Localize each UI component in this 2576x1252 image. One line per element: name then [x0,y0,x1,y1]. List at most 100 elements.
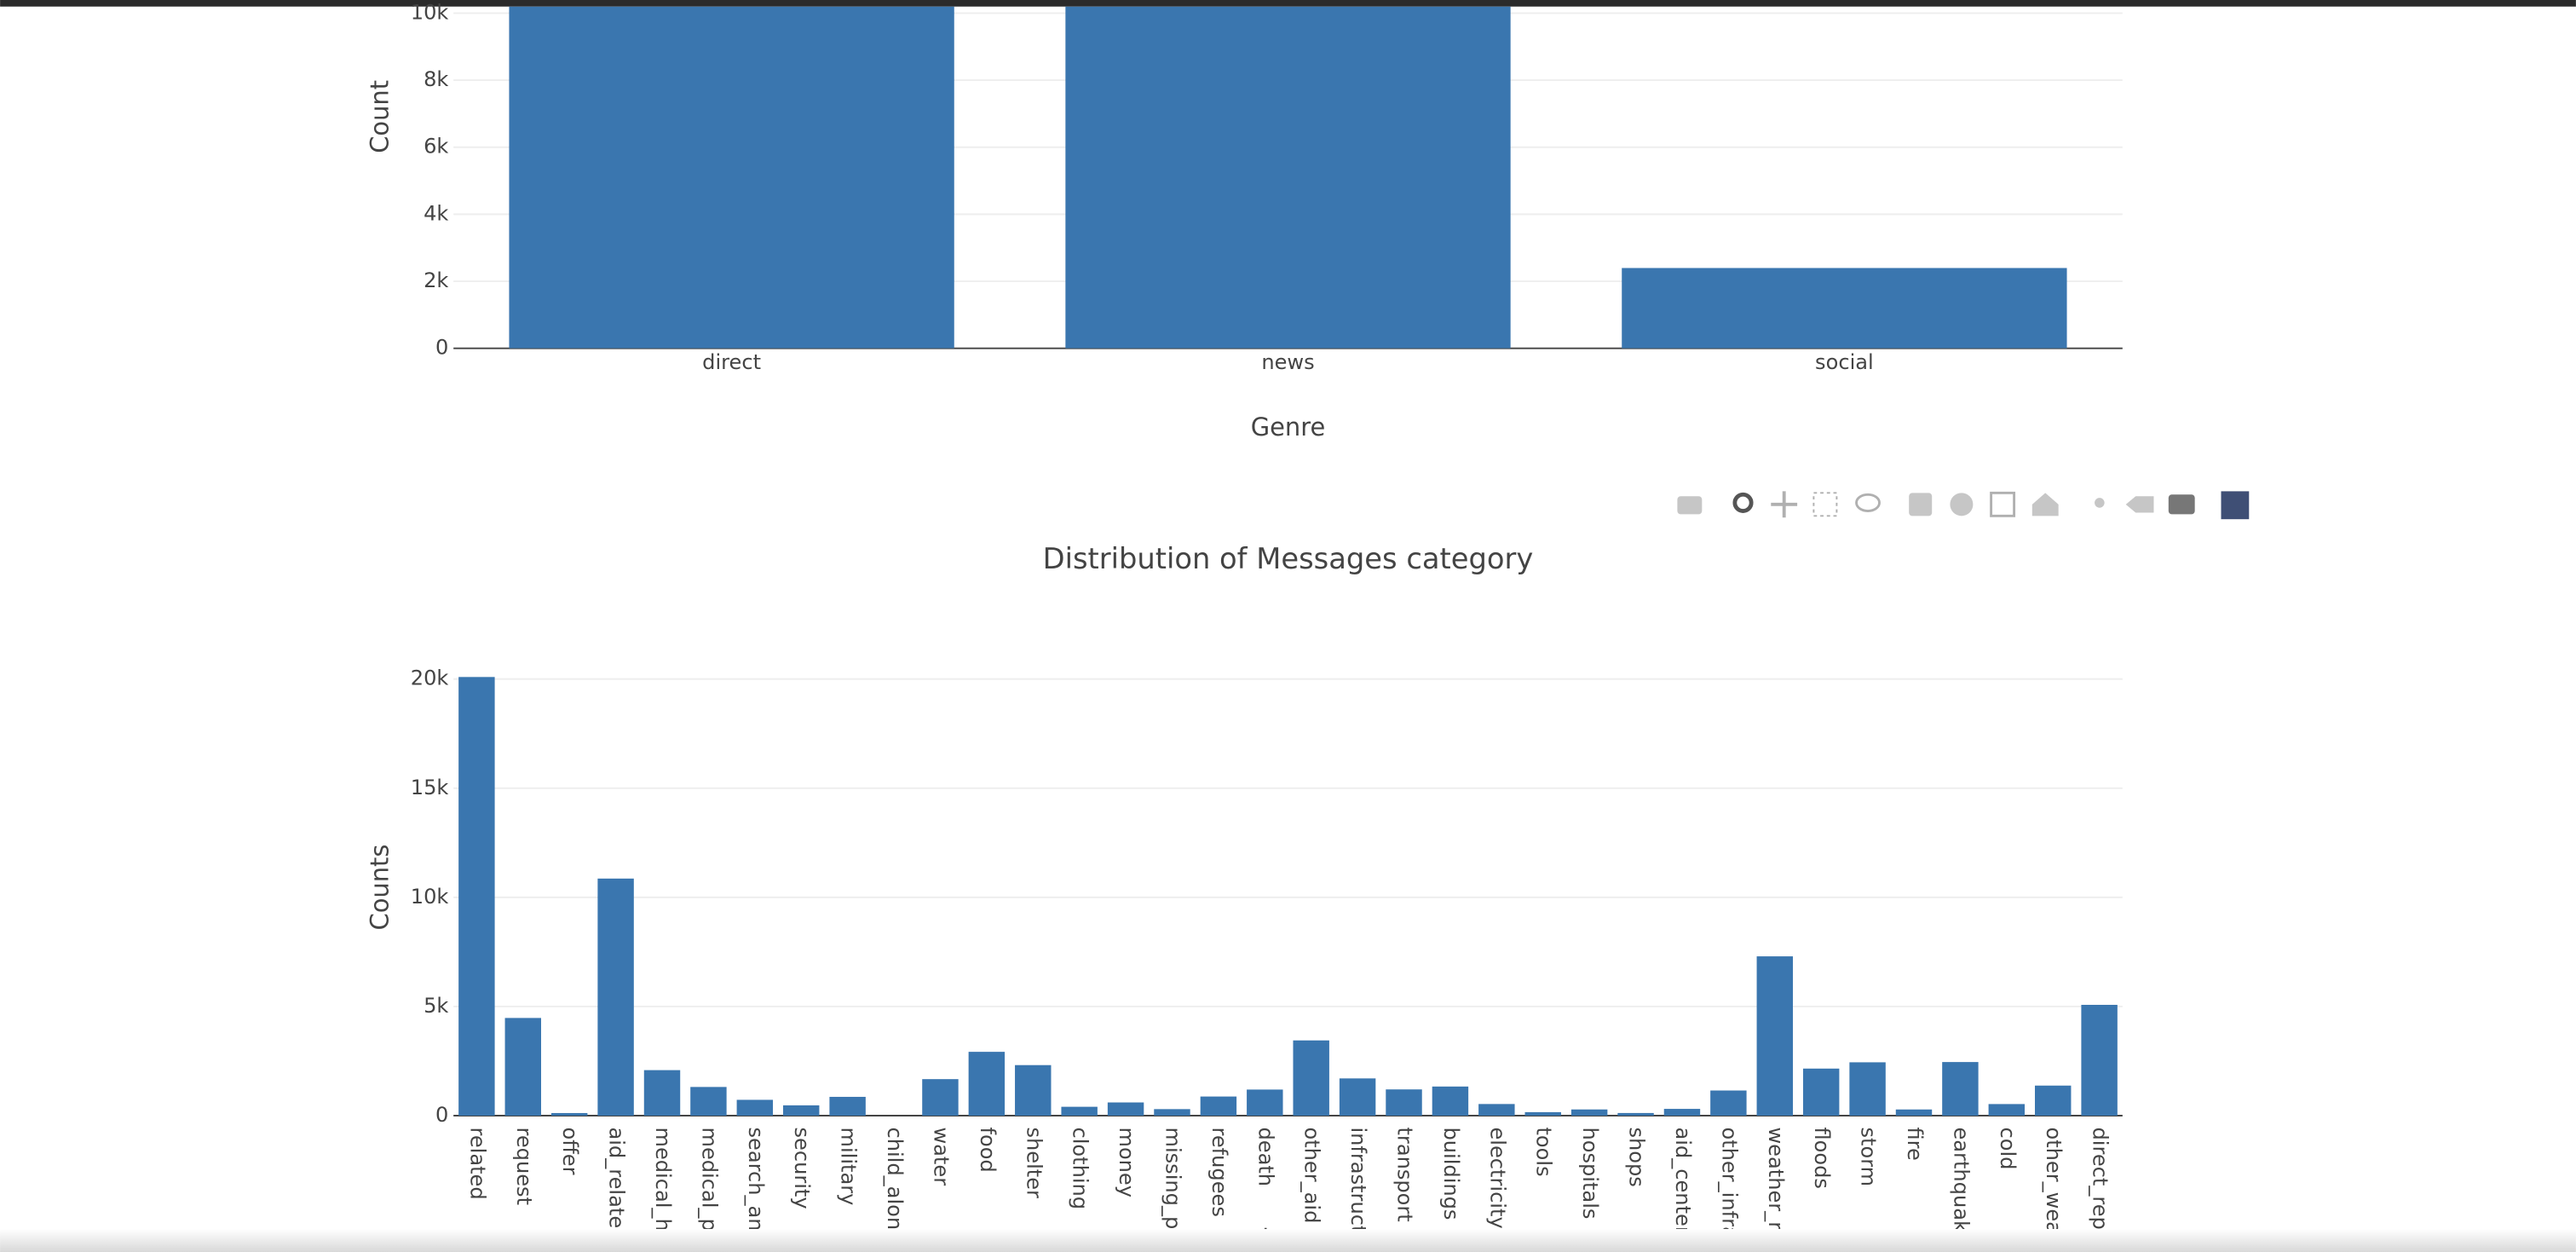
bar [1524,1111,1561,1116]
bar [1849,1062,1886,1116]
x-tick-label: request [512,1127,536,1205]
bar [1386,1089,1422,1116]
bar [922,1079,959,1116]
x-axis-title: Genre [1251,413,1326,441]
hover-compare-icon[interactable] [2168,494,2195,515]
autoscale-icon[interactable] [1990,491,2016,517]
bar [829,1096,866,1116]
x-tick-label: floods [1810,1127,1834,1188]
x-tick-label: food [976,1127,1000,1172]
select-icon[interactable] [1812,492,1838,517]
y-axis-title: Count [365,80,394,153]
bar [1988,1104,2026,1116]
bar [597,878,634,1116]
x-tick-label: social [1815,350,1874,374]
x-tick-label: cold [1996,1127,2020,1169]
bar [2035,1085,2072,1116]
bar [1107,1102,1144,1116]
x-tick-label: tools [1532,1127,1556,1176]
x-tick-label: buildings [1439,1127,1463,1220]
x-tick-label: death [1253,1127,1277,1186]
x-tick-label: aid_related [605,1127,629,1241]
x-tick-label: shops [1625,1127,1649,1186]
x-tick-label: transport [1393,1127,1417,1221]
bar [1802,1068,1840,1116]
zoom-in-icon[interactable] [1909,493,1933,516]
y-tick-label: 8k [424,67,448,91]
zoom-icon[interactable] [1732,492,1754,513]
bar [1200,1096,1237,1116]
reset-icon[interactable] [2031,493,2059,516]
x-tick-label: security [790,1127,814,1209]
bar [1293,1040,1329,1116]
x-tick-label: news [1261,350,1314,374]
y-axis-title: Counts [365,845,394,931]
bar [690,1087,727,1116]
bar [1478,1104,1515,1116]
bar [783,1105,820,1116]
plotly-logo[interactable] [2221,491,2250,520]
x-tick-label: electricity [1485,1127,1509,1228]
bar [1756,956,1793,1116]
x-tick-label: related [465,1127,489,1199]
bar [736,1099,774,1116]
bar [1154,1109,1190,1116]
bar [1942,1062,1979,1116]
bar [1710,1090,1747,1116]
y-tick-label: 0 [435,1103,448,1127]
x-tick-label: aid_centers [1671,1127,1695,1245]
bar [1247,1089,1283,1116]
bar [1339,1078,1376,1116]
bar [1663,1109,1701,1116]
x-tick-label: water [929,1127,953,1186]
x-tick-label: hospitals [1578,1127,1602,1219]
browser-bar [0,0,2576,7]
bar [2081,1005,2118,1116]
camera-icon[interactable] [1677,496,1703,515]
bar [643,1070,681,1116]
bar [1432,1086,1469,1116]
bar [1617,1112,1654,1116]
x-tick-label: military [837,1127,861,1205]
bar [1061,1106,1098,1116]
bar [504,1018,541,1116]
x-tick-label: fire [1903,1127,1927,1160]
pan-icon[interactable] [1771,491,1798,518]
y-tick-label: 0 [435,336,448,360]
x-tick-label: other_aid [1300,1127,1324,1223]
y-tick-label: 4k [424,201,448,225]
y-tick-label: 20k [411,666,449,690]
modebar [1677,491,2250,520]
y-tick-label: 6k [424,135,448,159]
spike-icon[interactable] [2095,498,2105,508]
x-tick-label: offer [558,1127,582,1174]
x-tick-label: weather_rel [1764,1127,1788,1248]
y-tick-label: 15k [411,776,449,799]
x-tick-label: money [1115,1127,1138,1197]
hover-closest-icon[interactable] [2125,496,2154,513]
bar [1570,1109,1608,1116]
x-tick-label: refugees [1207,1127,1231,1216]
x-tick-label: earthquake [1949,1127,1973,1243]
x-tick-label: child_alone [883,1127,907,1242]
y-tick-label: 2k [424,268,448,292]
bar [1065,6,1511,349]
y-tick-label: 10k [411,885,449,909]
bar [550,1112,588,1116]
y-tick-label: 10k [411,0,449,24]
chart-title: Distribution of Messages category [1043,542,1534,575]
y-tick-label: 5k [424,994,448,1018]
x-tick-label: clothing [1069,1127,1092,1209]
x-tick-label: storm [1857,1127,1881,1186]
zoom-out-icon[interactable] [1950,493,1974,516]
x-tick-label: direct [702,350,761,374]
bar [1895,1109,1933,1116]
scroll-shadow [0,1229,2576,1252]
bar [1622,268,2067,349]
bar [458,677,495,1116]
bar [509,6,954,349]
bar [968,1052,1006,1116]
lasso-icon[interactable] [1855,493,1881,512]
